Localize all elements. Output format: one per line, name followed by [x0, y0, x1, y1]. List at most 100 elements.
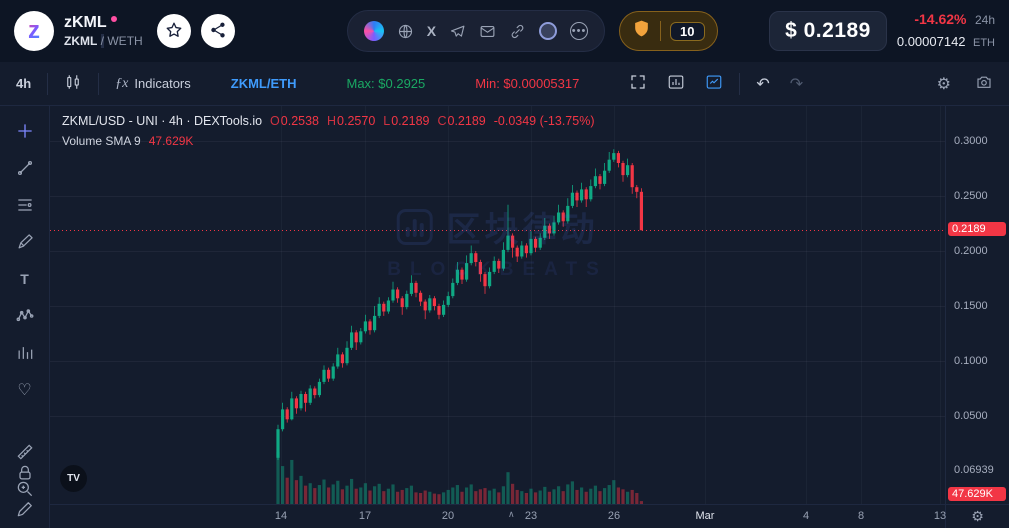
time-axis-label: 26	[607, 510, 621, 522]
eth-label: ETH	[973, 37, 995, 49]
pair-separator: /	[100, 34, 105, 48]
time-axis-label: 14	[274, 510, 288, 522]
screenshot-button[interactable]	[971, 71, 997, 96]
ohlc-close: C0.2189	[437, 114, 486, 128]
min-price-label: Min: $0.00005317	[475, 76, 580, 91]
legend-title: ZKML/USD - UNI · 4h · DEXTools.io	[62, 114, 263, 128]
undo-button[interactable]: ↶	[752, 72, 773, 96]
price-axis-label: 0.1000	[954, 355, 988, 367]
scroll-to-recent-icon[interactable]: ∧	[508, 509, 515, 519]
chart-toolbar: 4h ƒx Indicators ZKML/ETH Max: $0.2925 M…	[0, 62, 1009, 106]
time-axis-bar[interactable]: ∧ 14 17 20 23 26 Mar 4 8 13 ⚙	[50, 504, 1009, 528]
social-links: X •••	[346, 10, 606, 52]
chart-plot[interactable]: 区块律动 BLOCKBEATS ZKML/USD - UNI · 4h · DE…	[50, 106, 945, 504]
camera-icon	[975, 73, 993, 94]
price-block: $ 0.2189 -14.62% 24h 0.00007142 ETH	[769, 9, 995, 52]
ohlc-low: L0.2189	[383, 114, 430, 128]
star-icon	[165, 21, 183, 42]
bar-chart-icon	[667, 73, 685, 94]
fx-icon: ƒx	[115, 75, 129, 91]
price-axis-label: 0.1500	[954, 300, 988, 312]
candle-style-button[interactable]	[60, 71, 86, 96]
price-axis-label: 0.2500	[954, 190, 988, 202]
indicators-label: Indicators	[134, 76, 191, 91]
score-badge: 10	[670, 21, 705, 41]
time-axis-label: Mar	[695, 510, 715, 522]
crosshair-tool[interactable]	[8, 118, 42, 144]
header: z zKML ZKML / WETH X	[0, 0, 1009, 62]
share-icon	[209, 21, 227, 42]
x-twitter-icon[interactable]: X	[426, 23, 437, 39]
zoom-tool[interactable]	[8, 476, 42, 502]
time-axis[interactable]: ∧ 14 17 20 23 26 Mar 4 8 13	[50, 505, 947, 528]
telegram-icon[interactable]	[449, 23, 466, 40]
ohlc-high: H0.2570	[327, 114, 376, 128]
candlestick-chart[interactable]	[50, 106, 945, 504]
time-axis-label: 23	[524, 510, 538, 522]
token-name: zKML	[64, 14, 107, 31]
current-price-tag: 0.2189	[948, 222, 1006, 236]
lock-drawings-tool[interactable]	[8, 460, 42, 486]
share-button[interactable]	[200, 14, 235, 48]
discord-icon[interactable]	[539, 22, 558, 40]
redo-button[interactable]: ↷	[786, 72, 807, 96]
time-axis-label: 8	[857, 510, 865, 522]
price-axis-label: 0.3000	[954, 135, 988, 147]
ohlc-open: O0.2538	[270, 114, 320, 128]
pair-currency-toggle[interactable]: ZKML/ETH	[227, 74, 301, 93]
popup-chart-button[interactable]	[701, 71, 727, 96]
forecast-tool[interactable]	[8, 340, 42, 366]
website-icon[interactable]	[397, 23, 414, 40]
time-axis-label: 20	[441, 510, 455, 522]
edit-tool[interactable]	[8, 496, 42, 522]
divider	[98, 72, 100, 95]
expand-icon	[629, 73, 647, 94]
link-icon[interactable]	[509, 23, 526, 40]
text-tool[interactable]: T	[8, 266, 42, 292]
volume-sma-label: Volume SMA 9	[62, 134, 141, 148]
price-usd: $ 0.2189	[769, 11, 887, 51]
fullscreen-button[interactable]	[625, 71, 651, 96]
change-period-label: 24h	[974, 13, 995, 28]
divider	[739, 72, 741, 95]
emoji-tool[interactable]: ♡	[8, 377, 42, 403]
divider	[47, 72, 49, 95]
drawing-toolbar: T ♡	[0, 106, 50, 528]
more-links-icon[interactable]: •••	[570, 22, 589, 40]
line-chart-icon	[705, 73, 723, 94]
chart-settings-button[interactable]: ⚙	[933, 72, 955, 96]
price-axis-label: 0.2000	[954, 245, 988, 257]
axis-settings-button[interactable]: ⚙	[945, 505, 1009, 528]
ohlc-change: -0.0349 (-13.75%)	[493, 114, 595, 128]
max-price-label: Max: $0.2925	[346, 76, 426, 91]
price-eth: 0.00007142	[896, 34, 966, 49]
app-logo-icon[interactable]	[363, 21, 384, 41]
time-axis-label: 17	[358, 510, 372, 522]
favorite-button[interactable]	[156, 14, 191, 48]
divider	[660, 21, 662, 41]
token-symbol: ZKML	[64, 34, 98, 48]
dext-score[interactable]: 10	[619, 11, 718, 51]
indicators-button[interactable]: ƒx Indicators	[111, 74, 195, 94]
token-names: zKML ZKML / WETH	[64, 14, 143, 48]
token-logo: z	[14, 11, 54, 51]
price-axis[interactable]: 0.2189 47.629K 0.3000 0.2500 0.2000 0.1500 0…	[945, 106, 1009, 504]
candlestick-icon	[64, 73, 82, 94]
measure-tool[interactable]	[8, 439, 42, 465]
price-axis-label: 0.06939	[954, 464, 994, 476]
chart-panel-button[interactable]	[663, 71, 689, 96]
price-change-24h: -14.62%	[914, 11, 967, 28]
brush-tool[interactable]	[8, 229, 42, 255]
pattern-tool[interactable]	[8, 303, 42, 329]
shield-icon	[632, 19, 651, 43]
time-axis-label: 4	[802, 510, 810, 522]
fib-tool[interactable]	[8, 192, 42, 218]
time-axis-label: 13	[933, 510, 947, 522]
email-icon[interactable]	[479, 23, 496, 40]
hot-dot-icon	[110, 16, 117, 22]
chart-legend: ZKML/USD - UNI · 4h · DEXTools.io O0.253…	[62, 114, 595, 148]
timeframe-button[interactable]: 4h	[12, 74, 35, 93]
tradingview-logo[interactable]: TV	[60, 465, 87, 492]
trendline-tool[interactable]	[8, 155, 42, 181]
price-axis-label: 0.0500	[954, 410, 988, 422]
